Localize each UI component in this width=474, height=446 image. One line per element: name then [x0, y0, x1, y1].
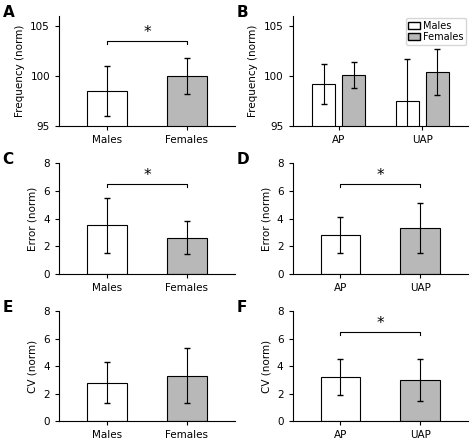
- Bar: [342, 75, 365, 446]
- Text: F: F: [236, 300, 246, 315]
- Bar: [167, 76, 207, 446]
- Bar: [87, 91, 127, 446]
- Bar: [87, 383, 127, 421]
- Text: C: C: [3, 153, 14, 167]
- Y-axis label: Frequency (norm): Frequency (norm): [15, 25, 25, 117]
- Text: B: B: [236, 4, 248, 20]
- Bar: [167, 376, 207, 421]
- Bar: [167, 238, 207, 274]
- Bar: [312, 84, 335, 446]
- Bar: [401, 380, 440, 421]
- Y-axis label: Frequency (norm): Frequency (norm): [248, 25, 258, 117]
- Bar: [426, 72, 449, 446]
- Bar: [320, 377, 361, 421]
- Text: A: A: [3, 4, 14, 20]
- Y-axis label: CV (norm): CV (norm): [261, 340, 271, 393]
- Bar: [396, 101, 419, 446]
- Bar: [87, 225, 127, 274]
- Y-axis label: CV (norm): CV (norm): [28, 340, 38, 393]
- Text: D: D: [236, 153, 249, 167]
- Y-axis label: Error (norm): Error (norm): [261, 186, 271, 251]
- Text: E: E: [3, 300, 13, 315]
- Text: *: *: [377, 168, 384, 183]
- Bar: [320, 235, 361, 274]
- Legend: Males, Females: Males, Females: [406, 17, 466, 45]
- Bar: [401, 228, 440, 274]
- Text: *: *: [143, 25, 151, 40]
- Text: *: *: [143, 168, 151, 183]
- Text: *: *: [377, 316, 384, 331]
- Y-axis label: Error (norm): Error (norm): [28, 186, 38, 251]
